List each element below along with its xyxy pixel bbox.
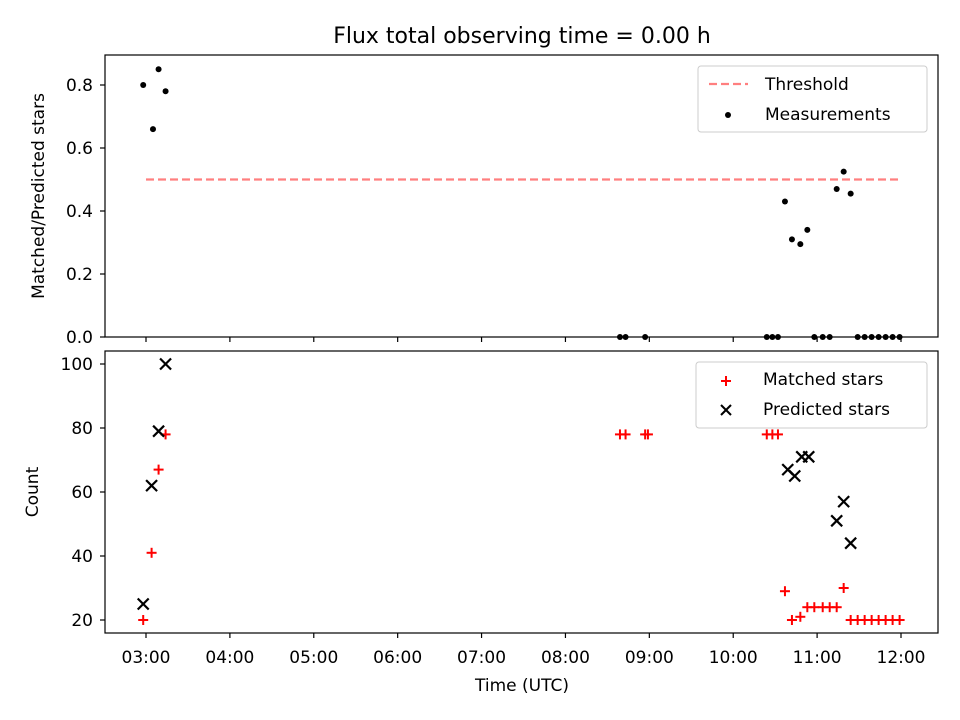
top-y-ticks: 0.0 0.2 0.4 0.6 0.8 bbox=[66, 76, 105, 348]
top-x-ticks bbox=[145, 337, 902, 342]
measurement-point bbox=[155, 66, 162, 73]
top-y-tick-label: 0.2 bbox=[66, 265, 93, 285]
matched-star-point bbox=[831, 602, 842, 613]
predicted-star-point bbox=[159, 357, 172, 371]
predicted-star-point bbox=[837, 495, 850, 508]
x-tick-label: 09:00 bbox=[625, 648, 674, 668]
legend-predicted-swatch bbox=[720, 404, 732, 416]
legend-matched-swatch bbox=[721, 376, 731, 386]
bottom-y-tick-label: 40 bbox=[71, 547, 93, 567]
matched-star-point bbox=[772, 429, 783, 440]
legend-matched-label: Matched stars bbox=[763, 370, 883, 390]
measurement-point bbox=[804, 226, 811, 233]
bottom-y-tick-label: 60 bbox=[71, 483, 93, 503]
top-marks bbox=[140, 66, 903, 340]
x-axis-label: Time (UTC) bbox=[474, 676, 569, 696]
top-y-tick-label: 0.8 bbox=[66, 76, 93, 96]
bottom-y-axis-label: Count bbox=[23, 466, 43, 517]
bottom-y-tick-label: 80 bbox=[71, 419, 93, 439]
measurement-point bbox=[833, 185, 840, 192]
chart-title: Flux total observing time = 0.00 h bbox=[333, 24, 711, 49]
matched-star-point bbox=[153, 464, 164, 475]
matched-star-point bbox=[809, 602, 820, 613]
matched-star-point bbox=[795, 611, 806, 622]
x-tick-label: 10:00 bbox=[709, 648, 758, 668]
matched-star-point bbox=[642, 429, 653, 440]
top-y-tick-label: 0.0 bbox=[66, 328, 93, 348]
predicted-star-point bbox=[145, 479, 158, 492]
bottom-y-tick-label: 20 bbox=[71, 611, 93, 631]
top-y-tick-label: 0.4 bbox=[66, 202, 93, 222]
top-legend-box bbox=[697, 65, 928, 133]
predicted-star-point bbox=[802, 450, 816, 464]
bottom-axes-frame bbox=[104, 350, 939, 634]
top-panel: 0.00.20.40.60.8 Matched/Predicted stars … bbox=[29, 54, 939, 348]
top-y-axis-label: Matched/Predicted stars bbox=[29, 93, 49, 299]
measurement-point bbox=[149, 126, 156, 133]
matched-star-point bbox=[894, 615, 905, 625]
legend-predicted-label: Predicted stars bbox=[763, 400, 890, 420]
measurement-point bbox=[140, 82, 147, 88]
predicted-star-point bbox=[844, 536, 857, 550]
measurement-point bbox=[840, 168, 847, 175]
x-tick-label: 12:00 bbox=[877, 648, 926, 668]
x-tick-label: 05:00 bbox=[289, 648, 338, 668]
legend-measurements-swatch bbox=[725, 112, 731, 118]
bottom-legend: Matched stars Predicted stars bbox=[695, 361, 928, 429]
matched-star-point bbox=[786, 615, 797, 625]
top-legend: Threshold Measurements bbox=[697, 65, 928, 133]
measurement-point bbox=[788, 236, 795, 243]
bottom-x-ticks: 03:00 04:00 05:00 06:00 07:00 08:00 09:00 10:00… bbox=[122, 633, 926, 668]
bottom-marks bbox=[136, 357, 905, 625]
matched-star-point bbox=[146, 547, 157, 558]
x-tick-label: 03:00 bbox=[122, 648, 171, 668]
top-axes-frame bbox=[104, 54, 939, 338]
x-tick-label: 08:00 bbox=[541, 648, 590, 668]
bottom-panel: 20 40 60 80 100 03:00 04:00 05:00 06:00 07:00 08:… bbox=[23, 350, 939, 696]
predicted-star-point bbox=[788, 469, 802, 483]
bottom-y-ticks: 20 40 60 80 100 bbox=[61, 355, 105, 631]
x-tick-label: 06:00 bbox=[373, 648, 422, 668]
x-tick-label: 11:00 bbox=[793, 648, 842, 668]
measurement-point bbox=[162, 88, 169, 95]
predicted-star-point bbox=[136, 597, 150, 611]
predicted-star-point bbox=[152, 424, 165, 438]
bottom-legend-box bbox=[695, 361, 928, 429]
top-y-tick-label: 0.6 bbox=[66, 139, 93, 159]
matched-star-point bbox=[138, 615, 149, 625]
x-tick-label: 04:00 bbox=[205, 648, 254, 668]
matched-star-point bbox=[779, 586, 790, 597]
x-tick-label: 07:00 bbox=[457, 648, 506, 668]
measurement-point bbox=[781, 198, 788, 205]
legend-threshold-label: Threshold bbox=[764, 75, 849, 95]
bottom-y-tick-label: 100 bbox=[61, 355, 93, 375]
matched-star-point bbox=[620, 429, 631, 440]
predicted-star-point bbox=[830, 514, 843, 528]
legend-measurements-label: Measurements bbox=[765, 105, 891, 125]
measurement-point bbox=[797, 241, 804, 248]
measurement-point bbox=[847, 190, 854, 197]
matched-star-point bbox=[838, 583, 849, 593]
